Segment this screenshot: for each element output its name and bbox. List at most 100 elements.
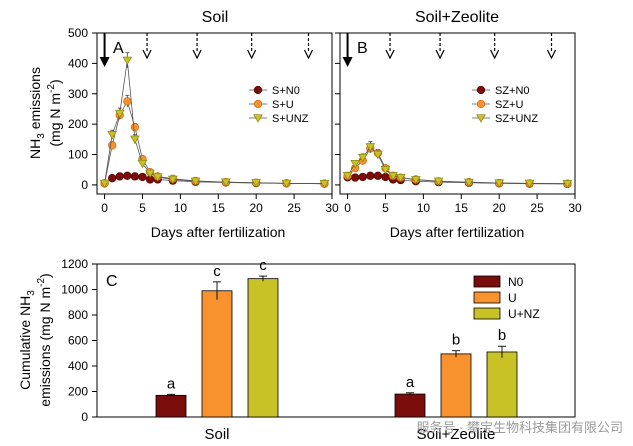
y-tick-label: 1000	[61, 283, 88, 297]
data-point-SZ+UNZ	[411, 176, 421, 185]
y-tick-label: 1200	[61, 257, 88, 271]
data-point-SZ+N0	[373, 171, 383, 180]
data-point-S+N0	[130, 172, 140, 181]
fertilization-arrow-head	[342, 57, 353, 67]
data-point-S+UNZ	[130, 135, 140, 145]
data-point-S+UNZ	[221, 178, 231, 187]
legend-label: S+UNZ	[272, 113, 309, 125]
fertilization-arrow-head	[142, 49, 152, 60]
legend-label: SZ+N0	[495, 85, 530, 97]
data-point-S+UNZ	[137, 159, 148, 169]
panel-a-title: Soil	[202, 9, 229, 26]
x-tick-label: 25	[530, 201, 544, 215]
bar-U-Soil	[201, 290, 233, 418]
x-tick-label: 20	[493, 201, 507, 215]
panel-a-letter: A	[113, 40, 124, 57]
bar-N0-Soil	[155, 394, 187, 418]
data-point-SZ+UNZ	[342, 172, 353, 181]
series-line-S+UNZ	[104, 60, 325, 185]
top-right-x-axis-label: Days after fertilization	[390, 224, 525, 240]
panel-c-letter: C	[106, 273, 118, 290]
top-y-axis-label: NH3 emissions	[27, 67, 47, 159]
data-point-SZ+N0	[366, 171, 375, 180]
data-point-S+UNZ	[107, 131, 117, 140]
category-label: Soil+Zeolite	[417, 426, 496, 443]
legend-swatch	[473, 291, 501, 304]
fertilization-arrow-head	[192, 49, 202, 60]
panel-b-title: Soil+Zeolite	[415, 9, 499, 26]
data-point-S+UNZ	[122, 56, 133, 66]
data-point-S+UNZ	[114, 109, 125, 119]
significance-letter: a	[167, 375, 176, 392]
bar-N0-Soil+Zeolite	[394, 393, 426, 418]
y-tick-label: 500	[68, 26, 88, 40]
data-point-S+N0	[138, 172, 147, 182]
x-tick-label: 5	[139, 201, 146, 215]
data-point-SZ+UNZ	[365, 143, 376, 152]
legend-swatch	[473, 275, 501, 288]
panel-b-frame	[339, 32, 576, 195]
significance-letter: c	[213, 263, 221, 280]
legend-label: SZ+U	[495, 99, 523, 111]
fertilization-arrow-head	[247, 49, 257, 60]
panel-b-plot: 0 5 10 15 20 25 30 SZ+N0 SZ+U SZ+UNZ	[335, 32, 582, 215]
data-point-SZ+UNZ	[562, 180, 573, 189]
y-tick-label: 200	[68, 385, 88, 399]
x-tick-label: 20	[250, 201, 264, 215]
data-point-S+UNZ	[168, 175, 178, 185]
data-point-SZ+UNZ	[395, 173, 406, 183]
y-tick-label: 300	[68, 87, 88, 101]
data-point-S+N0	[123, 171, 132, 180]
fertilization-arrow-head	[435, 49, 445, 60]
data-point-SZ+UNZ	[373, 150, 383, 160]
data-point-S+U	[108, 141, 117, 150]
legend-marker	[476, 85, 486, 95]
significance-letter: b	[498, 327, 506, 344]
x-tick-label: 10	[417, 201, 431, 215]
fertilization-arrow-head	[546, 49, 557, 60]
data-point-S+N0	[115, 172, 124, 181]
x-tick-label: 30	[325, 201, 339, 215]
data-point-S+UNZ	[319, 180, 330, 189]
panel-b-letter: B	[357, 40, 368, 57]
x-tick-label: 15	[455, 201, 469, 215]
y-tick-label: 800	[68, 308, 88, 322]
legend-marker	[253, 85, 263, 95]
legend-label: S+N0	[272, 85, 300, 97]
legend-marker	[253, 114, 263, 123]
top-y-axis-units: (mg N m-2)	[46, 79, 63, 146]
bar-U-Soil+Zeolite	[440, 353, 472, 418]
fertilization-arrow-head	[385, 49, 395, 60]
category-label: Soil	[204, 426, 229, 443]
x-tick-label: 25	[287, 201, 301, 215]
legend-label: SZ+UNZ	[495, 113, 538, 125]
data-point-SZ+UNZ	[433, 177, 444, 186]
data-point-S+UNZ	[251, 179, 261, 188]
y-tick-label: 400	[68, 56, 88, 70]
fertilization-arrow-head	[490, 49, 500, 60]
data-point-SZ+N0	[351, 173, 360, 182]
data-point-SZ+UNZ	[524, 179, 535, 189]
data-point-S+UNZ	[190, 177, 201, 186]
y-tick-label: 0	[81, 178, 88, 192]
data-point-S+U	[130, 123, 140, 132]
data-point-SZ+UNZ	[388, 172, 398, 181]
y-tick-label: 200	[68, 117, 88, 131]
watermark-text: 服务号 · 攀宝生物科技集团有限公司	[416, 420, 623, 435]
x-tick-label: 10	[174, 201, 188, 215]
data-point-SZ+N0	[358, 172, 367, 182]
x-tick-label: 0	[344, 201, 351, 215]
bottom-y-axis-units: emissions (mg N m-2)	[36, 273, 53, 406]
bar-U+NZ-Soil+Zeolite	[486, 351, 518, 418]
y-tick-label: 0	[81, 410, 88, 424]
data-point-SZ+UNZ	[464, 178, 474, 188]
legend-swatch	[473, 307, 501, 320]
legend-label: S+U	[272, 99, 294, 111]
significance-letter: c	[259, 257, 267, 274]
x-tick-label: 0	[101, 201, 108, 215]
x-tick-label: 30	[568, 201, 582, 215]
data-point-S+U	[123, 97, 132, 106]
x-tick-label: 5	[382, 201, 389, 215]
legend-marker	[253, 99, 263, 109]
